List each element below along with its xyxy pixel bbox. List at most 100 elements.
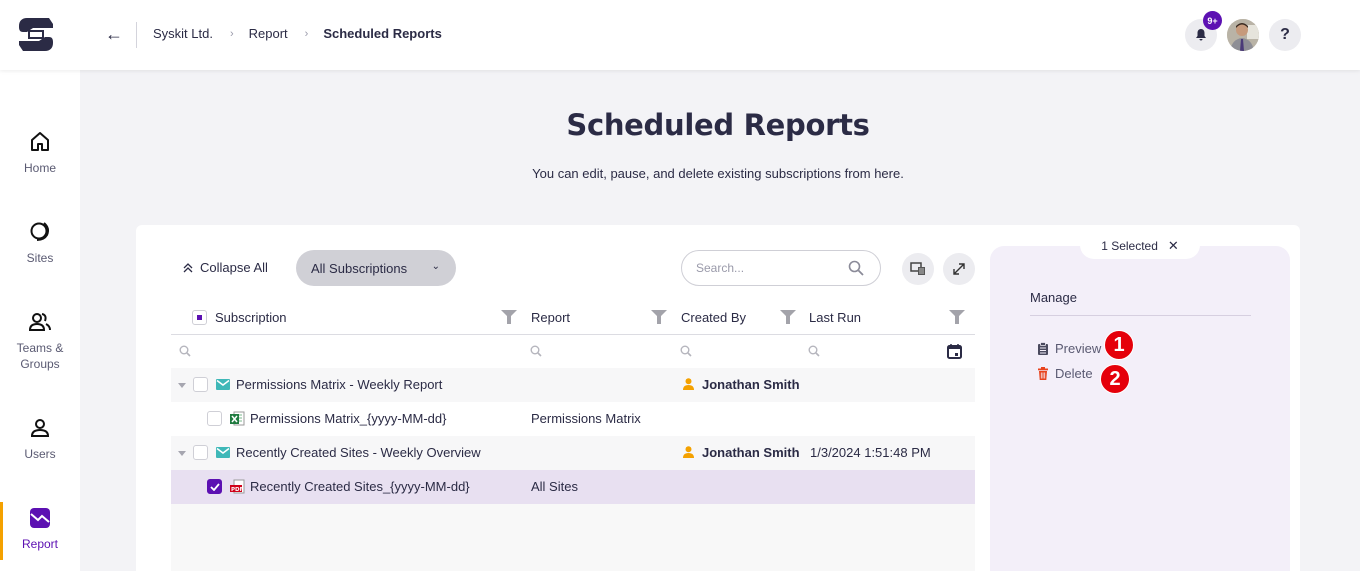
- page-title: Scheduled Reports: [566, 108, 870, 142]
- expand-button[interactable]: [943, 253, 975, 285]
- delete-action[interactable]: Delete: [1037, 366, 1093, 381]
- filter-funnel-icon[interactable]: [501, 310, 517, 324]
- excel-file-icon: [230, 411, 245, 426]
- annotation-marker-1: 1: [1104, 330, 1134, 360]
- search-icon[interactable]: [848, 260, 864, 276]
- divider: [136, 22, 137, 48]
- clear-selection-close-icon[interactable]: ✕: [1167, 237, 1179, 253]
- bell-icon: [1196, 29, 1206, 41]
- label-line-1: Teams &: [16, 341, 64, 355]
- email-icon: [216, 447, 230, 458]
- table-row[interactable]: PDF Recently Created Sites_{yyyy-MM-dd} …: [171, 470, 975, 504]
- avatar-image: [1227, 19, 1259, 51]
- chevron-right-icon: ›: [229, 27, 234, 40]
- syskit-logo[interactable]: [19, 18, 53, 51]
- subscription-name: Recently Created Sites_{yyyy-MM-dd}: [250, 479, 470, 494]
- collapse-caret-icon[interactable]: [178, 451, 186, 456]
- svg-text:PDF: PDF: [231, 487, 244, 493]
- selection-panel: [990, 246, 1290, 571]
- sidebar: Home Sites Teams & Groups Users Report: [0, 70, 80, 571]
- sidebar-item-users[interactable]: Users: [0, 416, 80, 462]
- sidebar-item-label: Teams & Groups: [17, 340, 64, 372]
- column-header-subscription[interactable]: Subscription: [215, 310, 287, 325]
- calendar-icon[interactable]: [947, 344, 962, 359]
- sidebar-item-label: Report: [21, 537, 59, 551]
- subscription-name: Permissions Matrix - Weekly Report: [236, 377, 443, 392]
- table-row[interactable]: Permissions Matrix - Weekly Report Jonat…: [171, 368, 975, 402]
- subscriptions-grid: Subscription Report Created By Last Run …: [171, 300, 975, 571]
- subscription-name: Permissions Matrix_{yyyy-MM-dd}: [250, 411, 447, 426]
- breadcrumb: Syskit Ltd. › Report › Scheduled Reports: [153, 26, 442, 41]
- sidebar-item-label: Home: [23, 161, 56, 175]
- sidebar-item-report[interactable]: Report: [0, 506, 80, 552]
- grid-header: Subscription Report Created By Last Run: [171, 300, 975, 335]
- report-name: Permissions Matrix: [531, 411, 641, 426]
- columns-icon: [910, 262, 925, 275]
- filter-funnel-icon[interactable]: [780, 310, 796, 324]
- column-header-created-by[interactable]: Created By: [681, 310, 747, 325]
- row-checkbox[interactable]: [193, 445, 208, 460]
- checkmark-icon: [209, 482, 220, 491]
- email-icon: [216, 379, 230, 390]
- back-arrow-icon[interactable]: ←: [105, 24, 123, 44]
- breadcrumb-report[interactable]: Report: [248, 26, 288, 41]
- manage-heading: Manage: [1030, 290, 1077, 305]
- sidebar-item-teams-groups[interactable]: Teams & Groups: [0, 310, 80, 372]
- label-line-2: Groups: [20, 357, 60, 371]
- double-chevron-up-icon: [183, 262, 193, 272]
- preview-action[interactable]: Preview: [1037, 341, 1101, 356]
- page-subtitle: You can edit, pause, and delete existing…: [532, 166, 904, 181]
- user-icon: [683, 378, 694, 390]
- user-icon: [30, 419, 50, 437]
- subscriptions-filter-dropdown[interactable]: All Subscriptions ⌄: [296, 250, 456, 286]
- chevron-right-icon: ›: [304, 27, 309, 40]
- sidebar-item-label: Sites: [26, 251, 54, 265]
- notification-badge: 9+: [1203, 11, 1222, 30]
- sidebar-item-home[interactable]: Home: [0, 130, 80, 176]
- annotation-marker-2: 2: [1100, 364, 1130, 394]
- table-row[interactable]: Recently Created Sites - Weekly Overview…: [171, 436, 975, 470]
- preview-label: Preview: [1055, 341, 1102, 356]
- row-checkbox[interactable]: [207, 411, 222, 426]
- top-bar: ← Syskit Ltd. › Report › Scheduled Repor…: [0, 0, 1360, 70]
- select-all-checkbox[interactable]: [192, 310, 207, 325]
- filter-selected-value: All Subscriptions: [311, 260, 408, 276]
- filter-funnel-icon[interactable]: [949, 310, 965, 324]
- collapse-all-button[interactable]: Collapse All: [183, 260, 268, 275]
- grid-empty-area: [171, 504, 975, 571]
- subscription-name: Recently Created Sites - Weekly Overview: [236, 445, 481, 460]
- filter-funnel-icon[interactable]: [651, 310, 667, 324]
- sidebar-item-sites[interactable]: Sites: [0, 220, 80, 266]
- pdf-file-icon: PDF: [230, 479, 245, 494]
- user-icon: [683, 446, 694, 458]
- active-indicator: [0, 502, 3, 560]
- table-row[interactable]: Permissions Matrix_{yyyy-MM-dd} Permissi…: [171, 402, 975, 436]
- trash-icon: [1038, 367, 1048, 380]
- collapse-all-label: Collapse All: [200, 260, 268, 275]
- search-icon[interactable]: [179, 345, 191, 357]
- breadcrumb-syskit[interactable]: Syskit Ltd.: [153, 26, 213, 41]
- column-header-last-run[interactable]: Last Run: [809, 310, 862, 325]
- divider: [1030, 315, 1251, 316]
- delete-label: Delete: [1055, 366, 1093, 381]
- search-icon[interactable]: [808, 345, 820, 357]
- last-run: 1/3/2024 1:51:48 PM: [810, 445, 931, 460]
- column-chooser-button[interactable]: [902, 253, 934, 285]
- selected-count: 1 Selected: [1101, 238, 1158, 253]
- search-icon[interactable]: [680, 345, 692, 357]
- row-checkbox[interactable]: [193, 377, 208, 392]
- search-input[interactable]: [696, 261, 836, 275]
- help-button[interactable]: ?: [1269, 19, 1301, 51]
- row-checkbox[interactable]: [207, 479, 222, 494]
- search-icon[interactable]: [530, 345, 542, 357]
- created-by: Jonathan Smith: [702, 445, 800, 460]
- chevron-down-icon: ⌄: [431, 261, 440, 272]
- clipboard-icon: [1038, 342, 1048, 355]
- globe-icon: [30, 222, 49, 241]
- collapse-caret-icon[interactable]: [178, 383, 186, 388]
- column-header-report[interactable]: Report: [531, 310, 571, 325]
- created-by: Jonathan Smith: [702, 377, 800, 392]
- report-name: All Sites: [531, 479, 578, 494]
- breadcrumb-current: Scheduled Reports: [323, 26, 442, 41]
- avatar[interactable]: [1227, 19, 1259, 51]
